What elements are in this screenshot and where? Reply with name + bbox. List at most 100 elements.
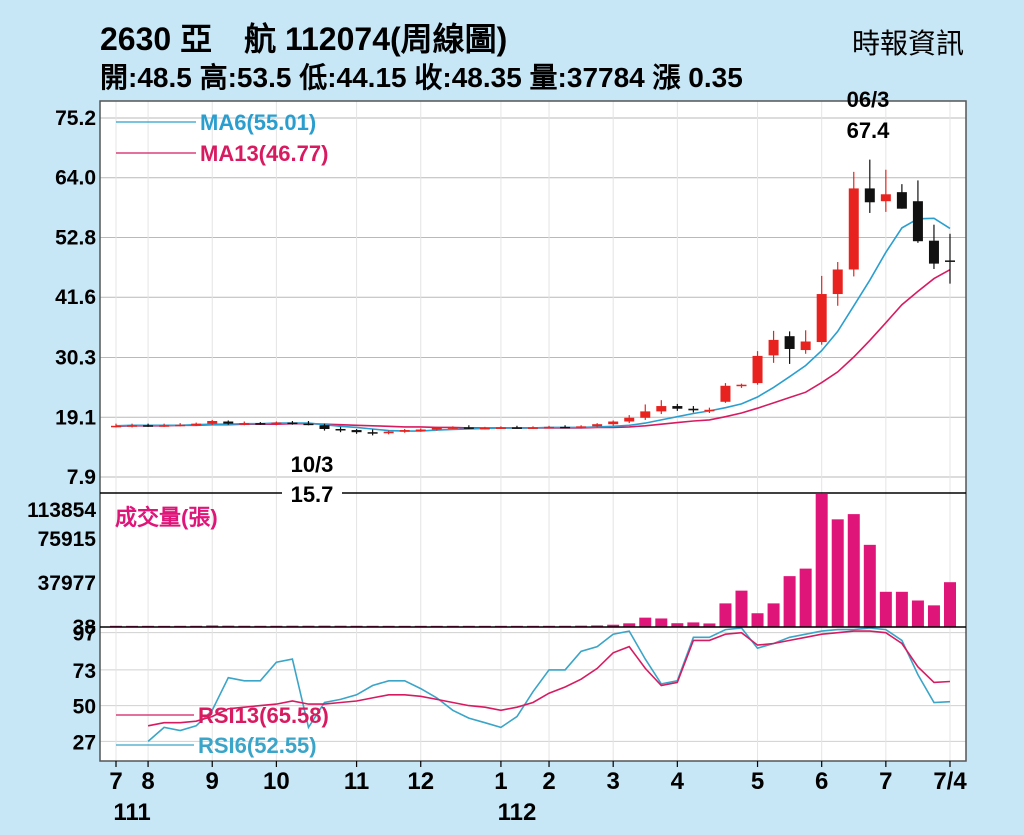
low-annotation-date: 10/3 xyxy=(291,452,334,477)
volume-bar xyxy=(206,625,219,627)
candle-body xyxy=(335,428,346,431)
rsi13-line xyxy=(147,630,951,727)
candle-body xyxy=(800,341,811,351)
candle-body xyxy=(191,423,202,426)
volume-tick-label: 75915 xyxy=(38,528,97,551)
month-label: 7/4 xyxy=(933,768,967,795)
candle-body xyxy=(415,429,426,432)
candle-body xyxy=(319,425,330,429)
candle-body xyxy=(495,427,506,429)
volume-title: 成交量(張) xyxy=(115,505,218,530)
candle-body xyxy=(175,424,186,427)
month-label: 12 xyxy=(407,768,434,795)
volume-bar xyxy=(639,617,652,627)
candle-body xyxy=(608,421,619,425)
candle-body xyxy=(736,384,747,387)
rsi6-line xyxy=(147,627,951,743)
candle-body xyxy=(143,425,154,427)
candle-body xyxy=(511,427,522,429)
month-label: 7 xyxy=(879,768,892,795)
candle-body xyxy=(848,188,859,270)
volume-bar xyxy=(911,600,924,627)
candle-body xyxy=(111,425,121,428)
candle-body xyxy=(720,385,731,402)
month-label: 9 xyxy=(206,768,219,795)
volume-bar xyxy=(863,544,876,627)
candle-body xyxy=(816,294,827,343)
volume-bar xyxy=(879,591,892,627)
volume-tick-label: 113854 xyxy=(27,499,96,522)
candle-body xyxy=(479,427,490,430)
month-label: 3 xyxy=(607,768,620,795)
price-tick-label: 64.0 xyxy=(55,167,96,190)
candle-body xyxy=(367,432,378,434)
panel-borders xyxy=(99,100,967,762)
candle-body xyxy=(255,423,266,425)
candle-body xyxy=(207,420,218,424)
candle-body xyxy=(463,427,474,429)
volume-bar xyxy=(895,591,908,627)
candle-body xyxy=(351,430,362,433)
candle-body xyxy=(656,406,667,412)
candle-body xyxy=(159,425,170,427)
candle-body xyxy=(576,426,587,428)
candle-body xyxy=(528,427,538,429)
candle-body xyxy=(127,425,138,427)
month-label: 8 xyxy=(141,768,154,795)
volume-bar xyxy=(655,618,668,627)
annotations: 06/3 67.4 10/3 15.7 xyxy=(282,87,890,507)
month-label: 5 xyxy=(751,768,764,795)
volume-bar xyxy=(927,605,940,627)
volume-bar xyxy=(719,603,732,627)
candle-body xyxy=(239,423,250,425)
year-label: 112 xyxy=(498,799,537,826)
legend-ma6-label: MA6(55.01) xyxy=(200,110,316,135)
rsi-tick-label: 50 xyxy=(73,696,96,719)
low-annotation-value: 15.7 xyxy=(291,482,334,507)
price-tick-label: 19.1 xyxy=(55,406,96,429)
month-label: 10 xyxy=(263,768,290,795)
volume-bar xyxy=(687,622,700,627)
month-label: 6 xyxy=(815,768,828,795)
candle-body xyxy=(912,201,923,242)
volume-bar xyxy=(767,603,780,627)
volume-tick-label: 38 xyxy=(73,616,97,639)
candle-body xyxy=(864,188,875,203)
legend-rsi6-label: RSI6(52.55) xyxy=(198,733,317,758)
candle-body xyxy=(688,408,699,411)
candle-body xyxy=(592,424,603,427)
low-annotation-bg xyxy=(282,482,342,506)
candle-body xyxy=(624,417,635,422)
year-label: 111 xyxy=(113,799,150,826)
volume-bar xyxy=(591,625,604,627)
volume-bar xyxy=(783,576,796,627)
volume-bar xyxy=(831,519,844,627)
volume-bars xyxy=(110,494,956,627)
candle-body xyxy=(447,427,458,429)
rsi-tick-label: 73 xyxy=(73,660,96,683)
candle-body xyxy=(928,240,939,264)
rsi-lines xyxy=(147,627,951,743)
candle-body xyxy=(784,336,795,349)
volume-bar xyxy=(944,582,956,627)
volume-bar xyxy=(815,494,828,627)
volume-bar xyxy=(799,568,812,627)
volume-tick-label: 37977 xyxy=(38,572,96,595)
candle-body xyxy=(399,430,410,432)
high-annotation-date: 06/3 xyxy=(847,87,890,112)
candle-body xyxy=(672,406,683,409)
candle-body xyxy=(945,260,955,262)
y-axis-labels: 75.2 64.0 52.8 41.6 30.3 19.1 7.9 113854 75915 37… xyxy=(27,107,96,754)
rsi-tick-label: 97 xyxy=(73,623,96,646)
month-label: 11 xyxy=(344,768,369,795)
candle-body xyxy=(560,426,571,429)
candle-body xyxy=(383,431,394,434)
volume-bar xyxy=(751,613,764,627)
legend-ma13-label: MA13(46.77) xyxy=(200,141,328,166)
volume-bar xyxy=(623,623,636,627)
plot-border xyxy=(99,100,967,762)
rsi-tick-label: 27 xyxy=(73,731,96,754)
month-label: 2 xyxy=(542,768,555,795)
volume-bar xyxy=(847,514,860,627)
